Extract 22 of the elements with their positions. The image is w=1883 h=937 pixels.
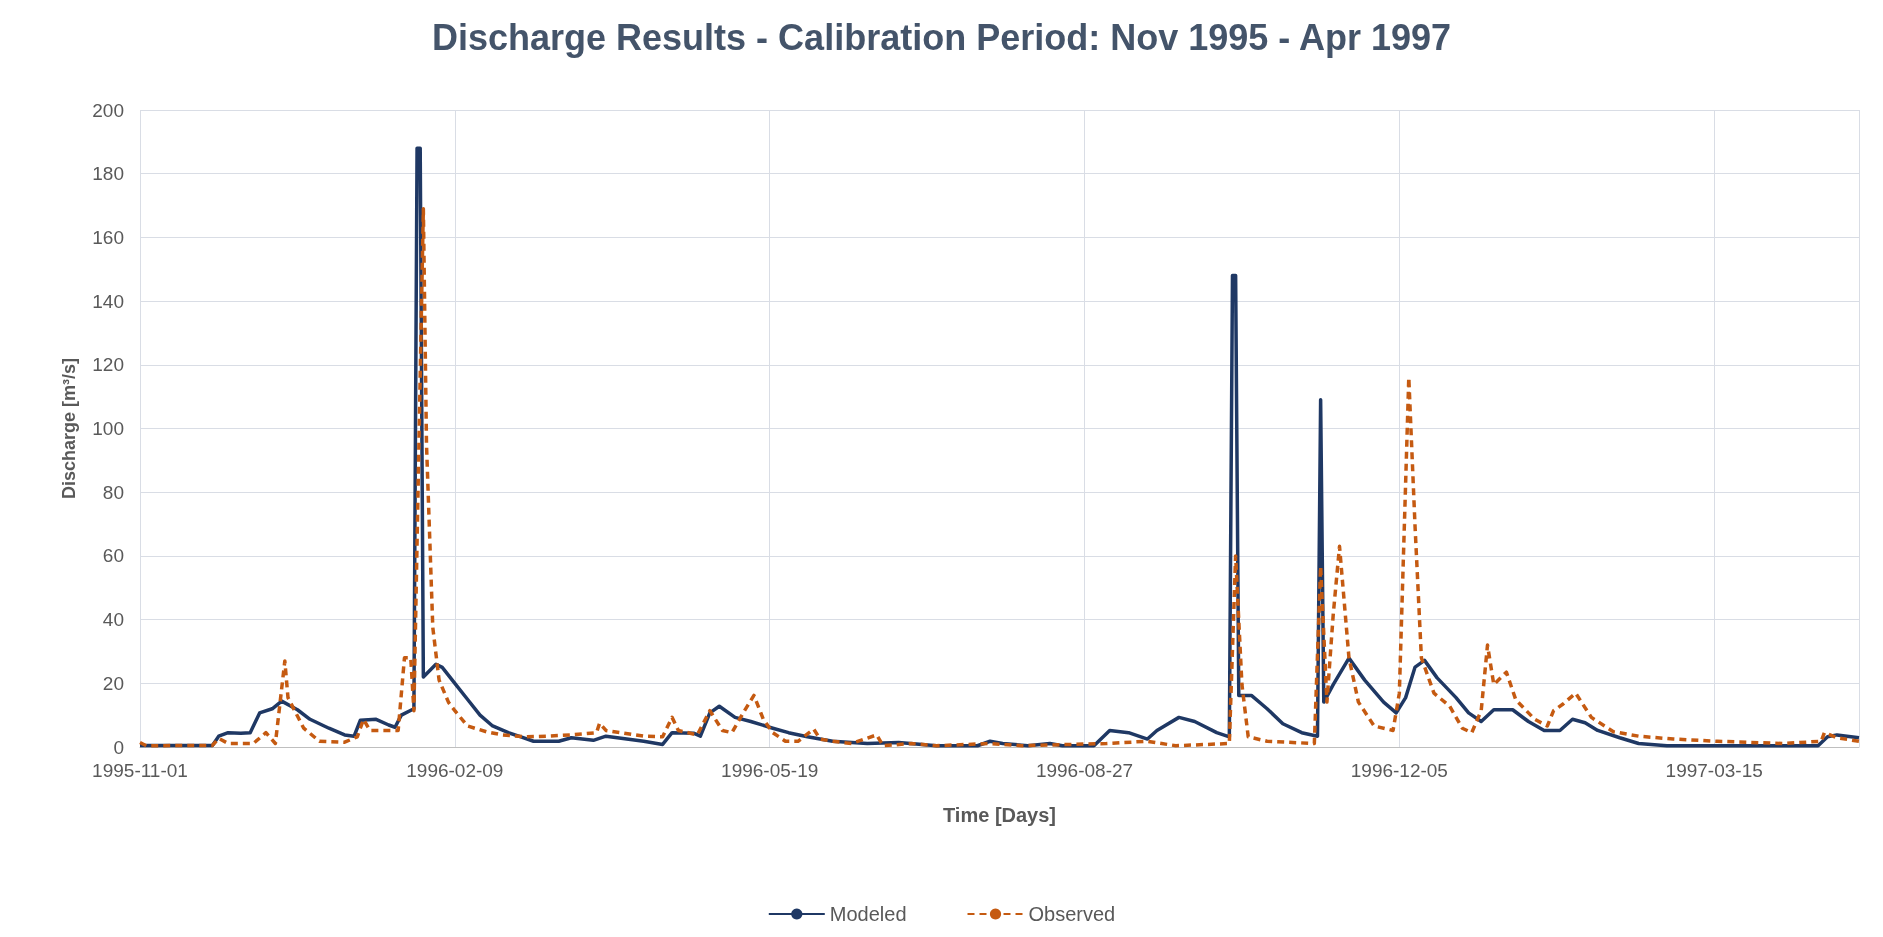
y-axis-title: Discharge [m³/s]: [59, 357, 79, 500]
legend-label: Observed: [1028, 903, 1116, 925]
y-tick-label: 100: [92, 418, 124, 439]
y-tick-label: 120: [92, 354, 124, 376]
y-tick-label: 80: [102, 481, 124, 503]
y-tick-label: 0: [113, 736, 124, 758]
x-tick-label: 1996-02-09: [406, 760, 504, 781]
y-tick-label: 180: [92, 163, 124, 185]
y-tick-label: 160: [92, 226, 124, 248]
x-tick-label: 1997-03-15: [1665, 760, 1763, 781]
y-tick-label: 20: [102, 672, 124, 694]
x-tick-label: 1996-08-27: [1035, 760, 1134, 781]
y-tick-label: 140: [92, 290, 124, 312]
y-tick-label: 40: [102, 609, 124, 631]
chart-title: Discharge Results - Calibration Period: Nov 1995 - Apr 1997: [432, 16, 1451, 58]
y-tick-label: 200: [92, 99, 124, 121]
x-tick-label: 1995-11-01: [92, 760, 188, 781]
y-tick-label: 60: [102, 545, 124, 567]
x-axis-title: Time [Days]: [942, 804, 1057, 826]
legend-label: Modeled: [829, 903, 907, 925]
x-tick-label: 1996-12-05: [1350, 760, 1448, 781]
x-tick-label: 1996-05-19: [721, 760, 819, 781]
